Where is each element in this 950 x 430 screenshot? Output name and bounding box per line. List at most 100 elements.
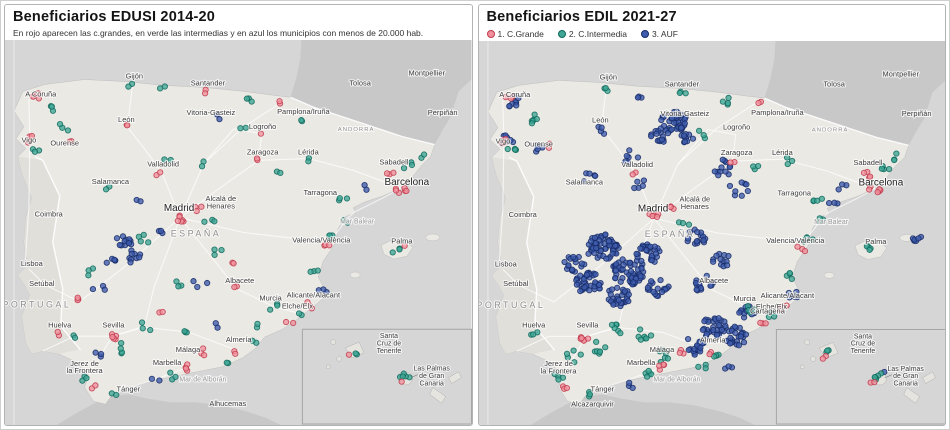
beneficiary-dot[interactable] [724,94,732,102]
beneficiary-dot[interactable] [652,250,659,257]
beneficiary-dot[interactable] [637,257,644,265]
beneficiary-dot[interactable] [629,279,636,286]
beneficiary-dot[interactable] [580,178,587,185]
beneficiary-dot[interactable] [613,284,620,291]
beneficiary-dot[interactable] [624,159,632,166]
beneficiary-dot[interactable] [685,221,692,228]
beneficiary-dot[interactable] [578,260,585,267]
beneficiary-dot[interactable] [584,250,592,257]
beneficiary-dot[interactable] [584,335,591,342]
beneficiary-dot[interactable] [389,249,396,256]
beneficiary-dot[interactable] [788,275,795,283]
beneficiary-dot[interactable] [505,102,512,110]
beneficiary-dot[interactable] [623,152,630,160]
beneficiary-dot[interactable] [504,145,511,153]
beneficiary-dot[interactable] [699,237,707,244]
beneficiary-dot[interactable] [282,318,290,326]
beneficiary-dot[interactable] [703,272,710,279]
beneficiary-dot[interactable] [218,246,225,254]
beneficiary-dot[interactable] [611,242,618,249]
beneficiary-dot[interactable] [401,242,408,249]
beneficiary-dot[interactable] [731,329,738,337]
beneficiary-dot[interactable] [703,330,710,338]
beneficiary-dot[interactable] [696,344,704,351]
beneficiary-dot[interactable] [658,288,665,296]
beneficiary-dot[interactable] [625,379,632,386]
beneficiary-dot[interactable] [838,181,845,188]
beneficiary-dot[interactable] [569,347,577,354]
beneficiary-dot[interactable] [762,320,769,327]
beneficiary-dot[interactable] [647,133,654,140]
beneficiary-dot[interactable] [71,334,79,341]
beneficiary-dot[interactable] [597,247,604,255]
beneficiary-dot[interactable] [625,291,632,298]
beneficiary-dot[interactable] [298,117,305,124]
beneficiary-dot[interactable] [666,204,674,211]
beneficiary-dot[interactable] [788,157,795,165]
beneficiary-dot[interactable] [686,229,693,236]
beneficiary-dot[interactable] [101,286,108,293]
beneficiary-dot[interactable] [274,302,281,309]
beneficiary-dot[interactable] [326,232,333,239]
beneficiary-dot[interactable] [591,234,598,241]
beneficiary-dot[interactable] [113,391,120,399]
beneficiary-dot[interactable] [211,251,218,259]
beneficiary-dot[interactable] [363,186,370,193]
beneficiary-dot[interactable] [720,318,728,325]
beneficiary-dot[interactable] [776,306,783,313]
beneficiary-dot[interactable] [390,169,397,176]
beneficiary-dot[interactable] [724,252,732,260]
beneficiary-dot[interactable] [693,238,700,245]
beneficiary-dot[interactable] [592,338,599,345]
beneficiary-dot[interactable] [692,279,699,287]
beneficiary-dot[interactable] [343,195,351,202]
beneficiary-dot[interactable] [48,103,55,110]
beneficiary-dot[interactable] [307,268,314,275]
beneficiary-dot[interactable] [642,247,649,254]
beneficiary-dot[interactable] [890,156,897,164]
beneficiary-dot[interactable] [615,297,622,304]
beneficiary-dot[interactable] [640,177,647,184]
beneficiary-dot[interactable] [718,326,725,333]
beneficiary-dot[interactable] [591,271,599,278]
beneficiary-dot[interactable] [563,384,570,392]
beneficiary-dot[interactable] [659,347,666,354]
beneficiary-dot[interactable] [85,267,92,274]
beneficiary-dot[interactable] [564,262,572,269]
beneficiary-dot[interactable] [511,146,518,153]
beneficiary-dot[interactable] [231,283,238,291]
beneficiary-dot[interactable] [681,120,688,127]
beneficiary-dot[interactable] [865,186,872,193]
beneficiary-dot[interactable] [878,165,885,172]
legend-item-cgrande[interactable]: 1. C.Grande [486,29,544,39]
beneficiary-dot[interactable] [383,170,391,177]
beneficiary-dot[interactable] [677,124,684,131]
beneficiary-dot[interactable] [816,215,823,222]
beneficiary-dot[interactable] [591,172,598,180]
beneficiary-dot[interactable] [147,326,154,334]
beneficiary-dot[interactable] [54,328,61,336]
beneficiary-dot[interactable] [315,287,322,294]
beneficiary-dot[interactable] [792,288,800,296]
beneficiary-dot[interactable] [892,150,899,157]
beneficiary-dot[interactable] [680,132,687,139]
beneficiary-dot[interactable] [726,182,733,190]
beneficiary-dot[interactable] [64,127,72,134]
beneficiary-dot[interactable] [576,287,583,295]
beneficiary-dot[interactable] [551,370,558,378]
beneficiary-dot[interactable] [237,125,244,132]
beneficiary-dot[interactable] [498,138,505,146]
beneficiary-dot[interactable] [636,245,643,252]
beneficiary-dot[interactable] [835,186,842,193]
beneficiary-dot[interactable] [211,246,218,253]
beneficiary-dot[interactable] [267,306,274,313]
beneficiary-dot[interactable] [254,320,261,327]
beneficiary-dot[interactable] [137,198,144,205]
beneficiary-dot[interactable] [124,122,131,129]
beneficiary-dot[interactable] [198,163,206,170]
beneficiary-dot[interactable] [214,324,221,331]
beneficiary-dot[interactable] [182,365,190,372]
beneficiary-dot[interactable] [345,351,353,358]
beneficiary-dot[interactable] [290,319,297,327]
beneficiary-dot[interactable] [871,374,878,381]
